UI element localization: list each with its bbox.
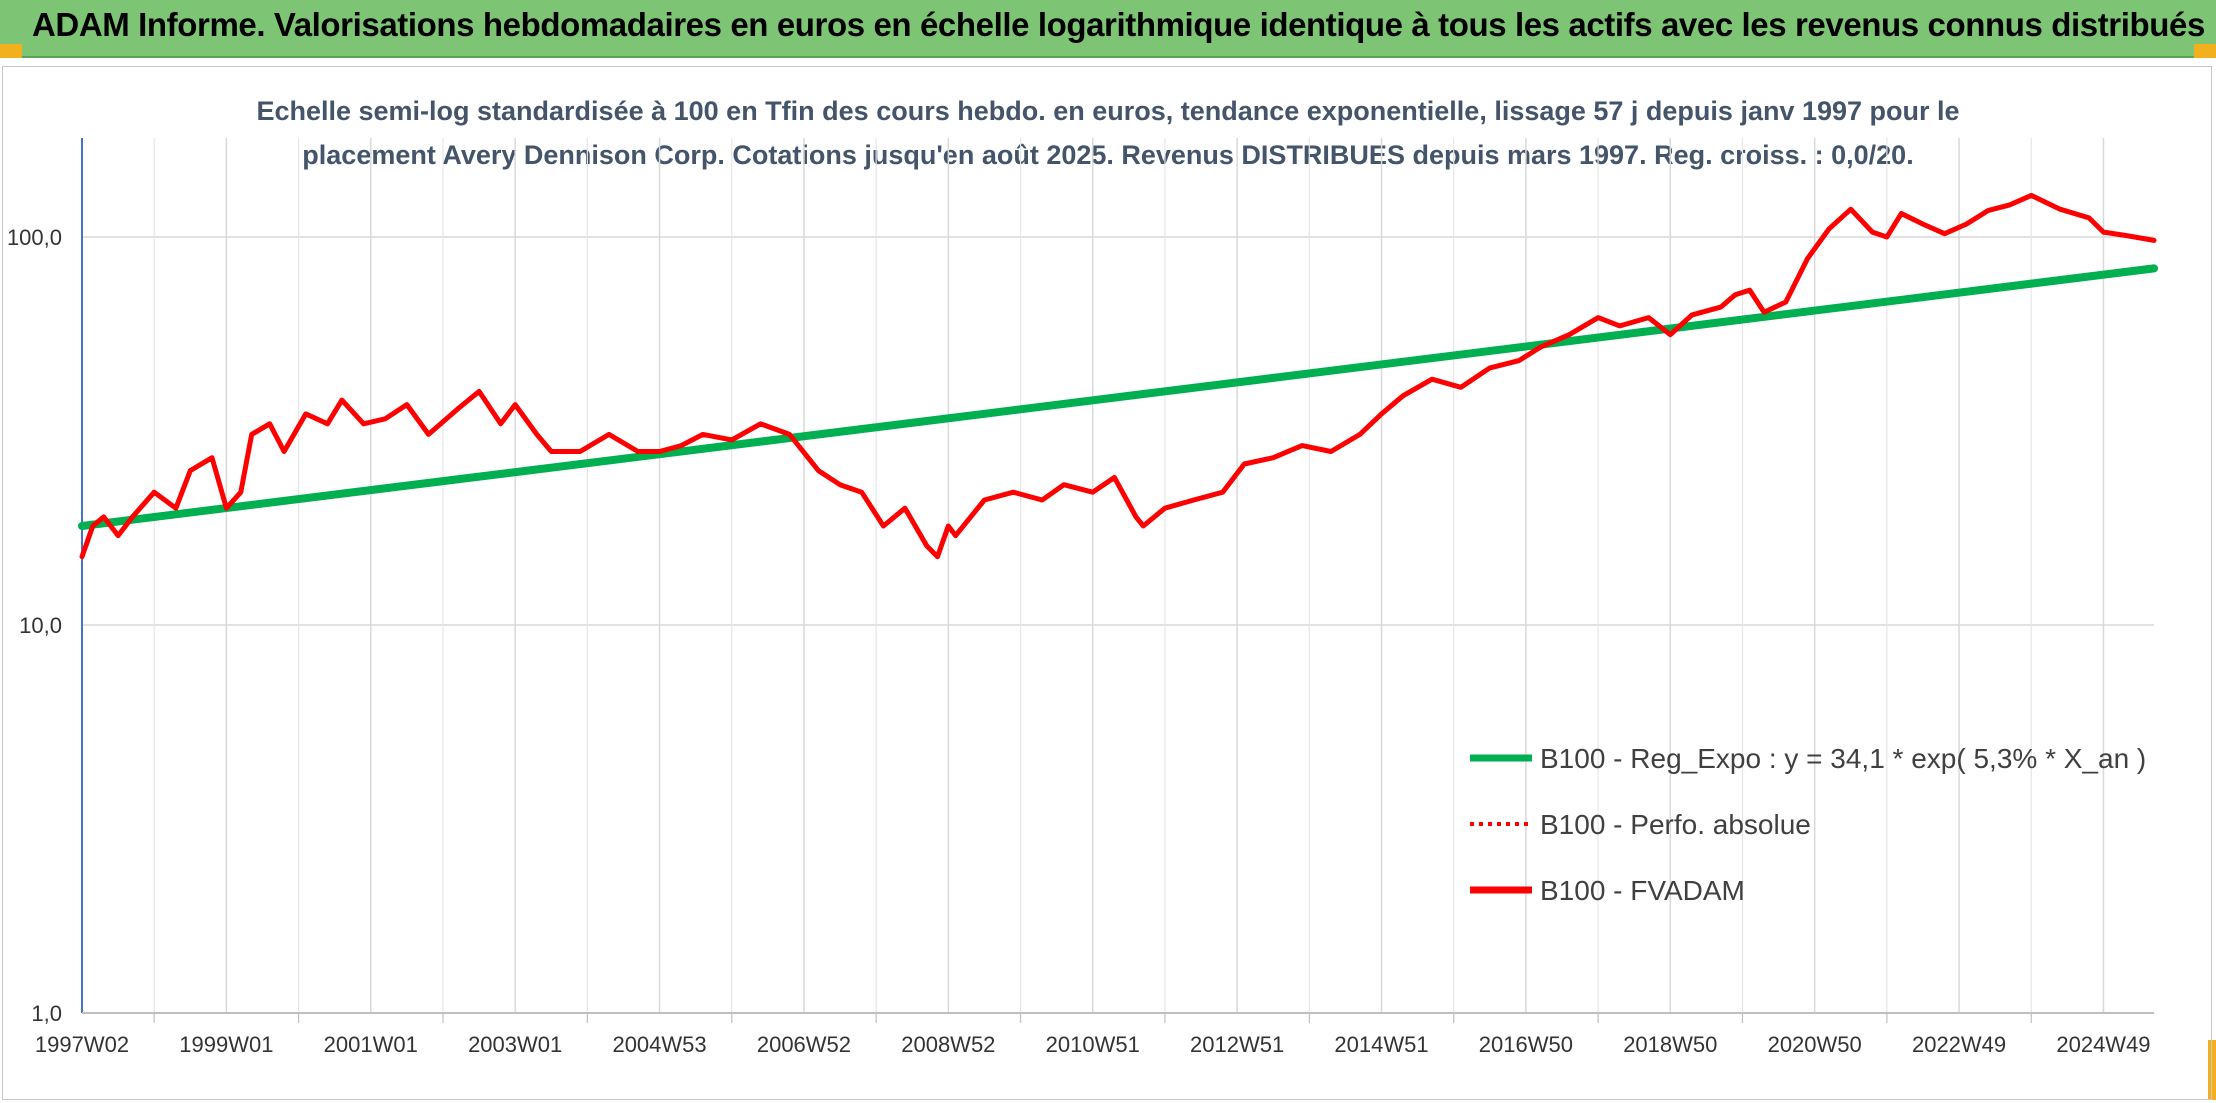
axes: 1,0 10,0 100,0 1997W02 1999W01 2001W01 2003W01… bbox=[7, 138, 2154, 1057]
chart-title-line-2: placement Avery Dennison Corp. Cotations… bbox=[302, 140, 1914, 170]
x-tick-label: 2016W50 bbox=[1479, 1032, 1573, 1057]
chart-frame bbox=[2, 66, 2212, 1100]
report-title: ADAM Informe. Valorisations hebdomadaire… bbox=[32, 6, 2205, 43]
x-tick-label: 2022W49 bbox=[1912, 1032, 2006, 1057]
x-tick-label: 2004W53 bbox=[612, 1032, 706, 1057]
x-tick-label: 1997W02 bbox=[35, 1032, 129, 1057]
corner-accent-right bbox=[2194, 44, 2216, 58]
x-tick-label: 2010W51 bbox=[1046, 1032, 1140, 1057]
legend-label: B100 - Perfo. absolue bbox=[1540, 809, 1811, 840]
x-tick-label: 2024W49 bbox=[2056, 1032, 2150, 1057]
x-tick-label: 2008W52 bbox=[901, 1032, 995, 1057]
corner-accent-bottom-right bbox=[2208, 1040, 2216, 1100]
x-tick-label: 1999W01 bbox=[179, 1032, 273, 1057]
x-tick-label: 2003W01 bbox=[468, 1032, 562, 1057]
x-tick-label: 2006W52 bbox=[757, 1032, 851, 1057]
corner-accent-left bbox=[0, 44, 22, 58]
series-fvadam-line bbox=[79, 192, 2157, 560]
x-tick-label: 2012W51 bbox=[1190, 1032, 1284, 1057]
report-header: ADAM Informe. Valorisations hebdomadaire… bbox=[0, 0, 2216, 58]
x-tick-label: 2020W50 bbox=[1768, 1032, 1862, 1057]
gridlines bbox=[82, 138, 2154, 1014]
x-tick-label: 2014W51 bbox=[1334, 1032, 1428, 1057]
legend: B100 - Reg_Expo : y = 34,1 * exp( 5,3% *… bbox=[1470, 743, 2146, 906]
x-tick-label: 2018W50 bbox=[1623, 1032, 1717, 1057]
y-tick-label: 1,0 bbox=[31, 1001, 62, 1026]
legend-label: B100 - FVADAM bbox=[1540, 875, 1745, 906]
legend-label: B100 - Reg_Expo : y = 34,1 * exp( 5,3% *… bbox=[1540, 743, 2146, 774]
chart-title-line-1: Echelle semi-log standardisée à 100 en T… bbox=[256, 96, 1960, 126]
x-tick-label: 2001W01 bbox=[324, 1032, 418, 1057]
y-tick-label: 10,0 bbox=[19, 613, 62, 638]
y-tick-label: 100,0 bbox=[7, 225, 62, 250]
series-trend-line bbox=[78, 264, 2158, 530]
series-layer bbox=[78, 192, 2158, 560]
